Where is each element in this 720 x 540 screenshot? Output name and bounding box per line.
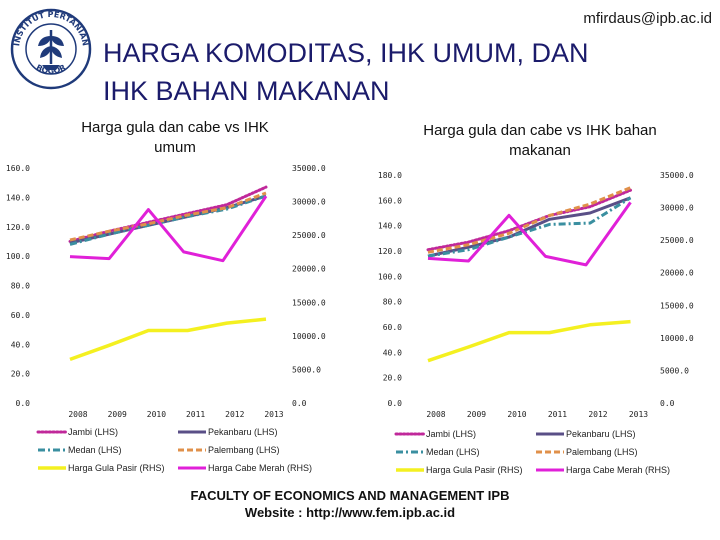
chart-2-series-jambi — [426, 188, 632, 252]
footer-website: Website : http://www.fem.ipb.ac.id — [244, 505, 456, 520]
chart-1-right-tick: 15000.0 — [292, 298, 326, 307]
chart-1-left-tick: 20.0 — [11, 370, 30, 379]
chart-1-legend-label-jambi: Jambi (LHS) — [68, 427, 118, 437]
chart-2-left-tick: 80.0 — [383, 298, 402, 307]
chart-2-series-gula — [427, 319, 631, 363]
page-title-line1: HARGA KOMODITAS, IHK UMUM, DAN — [103, 38, 589, 68]
chart-1-right-tick: 25000.0 — [292, 231, 326, 240]
chart-2-left-tick: 0.0 — [388, 399, 403, 408]
chart-1-left-tick: 160.0 — [6, 164, 30, 173]
chart-1-series-gula — [69, 317, 267, 362]
chart-1-legend-label-pekanbaru: Pekanbaru (LHS) — [208, 427, 278, 437]
chart-2-series-palembang — [427, 186, 632, 254]
chart-1-right-tick: 0.0 — [292, 399, 307, 408]
chart-2-legend-label-medan: Medan (LHS) — [426, 447, 480, 457]
chart-1-title: Harga gula dan cabe vs IHK umum — [40, 118, 310, 158]
footer-faculty: FACULTY OF ECONOMICS AND MANAGEMENT IPB — [190, 488, 510, 503]
chart-1-title-line2: umum — [154, 139, 196, 156]
chart-2-right-tick: 15000.0 — [660, 301, 694, 310]
chart-1-right-tick: 35000.0 — [292, 164, 326, 173]
chart-1-right-tick: 5000.0 — [292, 365, 321, 374]
ipb-logo: INSTITUT PERTANIAN BOGOR — [10, 8, 92, 90]
chart-1-left-tick: 80.0 — [11, 282, 30, 291]
chart-1-left-tick: 100.0 — [6, 252, 30, 261]
footer: FACULTY OF ECONOMICS AND MANAGEMENT IPB … — [150, 487, 550, 521]
email-address: mfirdaus@ipb.ac.id — [583, 10, 712, 27]
chart-1-left-tick: 140.0 — [6, 193, 30, 202]
chart-2-left-tick: 180.0 — [378, 171, 402, 180]
chart-2-left-tick: 100.0 — [378, 272, 402, 281]
chart-2-x-tick: 2009 — [467, 410, 486, 419]
chart-2-x-tick: 2013 — [629, 410, 648, 419]
chart-1-series-cabe — [69, 195, 268, 263]
chart-1-x-tick: 2009 — [108, 410, 127, 419]
chart-2-left-tick: 140.0 — [378, 222, 402, 231]
chart-2-right-tick: 30000.0 — [660, 204, 694, 213]
chart-1-svg: 0.0 20.0 40.0 60.0 80.0 100.0 120.0 140.0 160.0 0… — [6, 164, 326, 473]
chart-1-legend-label-gula: Harga Gula Pasir (RHS) — [68, 463, 165, 473]
chart-2-right-tick: 10000.0 — [660, 334, 694, 343]
chart-2-left-tick: 160.0 — [378, 196, 402, 205]
chart-2-right-tick: 35000.0 — [660, 171, 694, 180]
chart-1-right-tick: 20000.0 — [292, 265, 326, 274]
chart-2-svg: 0.0 20.0 40.0 60.0 80.0 100.0 120.0 140.0 160.0 1… — [378, 171, 694, 475]
chart-1-x-tick: 2013 — [264, 410, 283, 419]
chart-2-left-tick: 40.0 — [383, 348, 402, 357]
chart-2-left-tick: 60.0 — [383, 323, 402, 332]
chart-2-right-tick: 5000.0 — [660, 366, 689, 375]
chart-2-x-tick: 2012 — [588, 410, 607, 419]
chart-2-right-tick: 25000.0 — [660, 236, 694, 245]
chart-2-left-tick: 120.0 — [378, 247, 402, 256]
chart-2-title: Harga gula dan cabe vs IHK bahan makanan — [400, 121, 680, 161]
chart-2-legend-label-cabe: Harga Cabe Merah (RHS) — [566, 465, 670, 475]
chart-1-title-line1: Harga gula dan cabe vs IHK — [81, 119, 269, 136]
chart-1-legend-label-cabe: Harga Cabe Merah (RHS) — [208, 463, 312, 473]
chart-1-left-tick: 40.0 — [11, 340, 30, 349]
chart-2-right-tick: 20000.0 — [660, 269, 694, 278]
chart-1-x-tick: 2010 — [147, 410, 166, 419]
chart-1-right-tick: 30000.0 — [292, 198, 326, 207]
chart-2-legend-label-palembang: Palembang (LHS) — [566, 447, 638, 457]
chart-1-legend-label-palembang: Palembang (LHS) — [208, 445, 280, 455]
chart-2-legend-label-pekanbaru: Pekanbaru (LHS) — [566, 429, 636, 439]
chart-1-left-tick: 120.0 — [6, 223, 30, 232]
chart-2-series-cabe — [427, 201, 632, 267]
chart-2-right-tick: 0.0 — [660, 399, 675, 408]
chart-1-legend-label-medan: Medan (LHS) — [68, 445, 122, 455]
chart-2-legend-label-gula: Harga Gula Pasir (RHS) — [426, 465, 523, 475]
chart-2-x-tick: 2011 — [548, 410, 567, 419]
chart-2-legend-label-jambi: Jambi (LHS) — [426, 429, 476, 439]
chart-2-left-tick: 20.0 — [383, 374, 402, 383]
page-title: HARGA KOMODITAS, IHK UMUM, DAN IHK BAHAN… — [103, 34, 703, 110]
chart-1-series-palembang — [69, 191, 267, 242]
page-title-line2: IHK BAHAN MAKANAN — [103, 76, 390, 106]
chart-2-title-line2: makanan — [509, 142, 571, 159]
chart-1-x-tick: 2012 — [225, 410, 244, 419]
chart-2-x-tick: 2010 — [507, 410, 526, 419]
chart-1-right-tick: 10000.0 — [292, 332, 326, 341]
chart-1-x-tick: 2011 — [186, 410, 205, 419]
chart-2-x-tick: 2008 — [426, 410, 445, 419]
chart-2-title-line1: Harga gula dan cabe vs IHK bahan — [423, 122, 657, 139]
chart-1-left-tick: 60.0 — [11, 311, 30, 320]
chart-1-x-tick: 2008 — [68, 410, 87, 419]
chart-2-series-pekanbaru — [427, 196, 632, 258]
chart-2-series-medan — [427, 196, 632, 258]
chart-1-left-tick: 0.0 — [16, 399, 31, 408]
